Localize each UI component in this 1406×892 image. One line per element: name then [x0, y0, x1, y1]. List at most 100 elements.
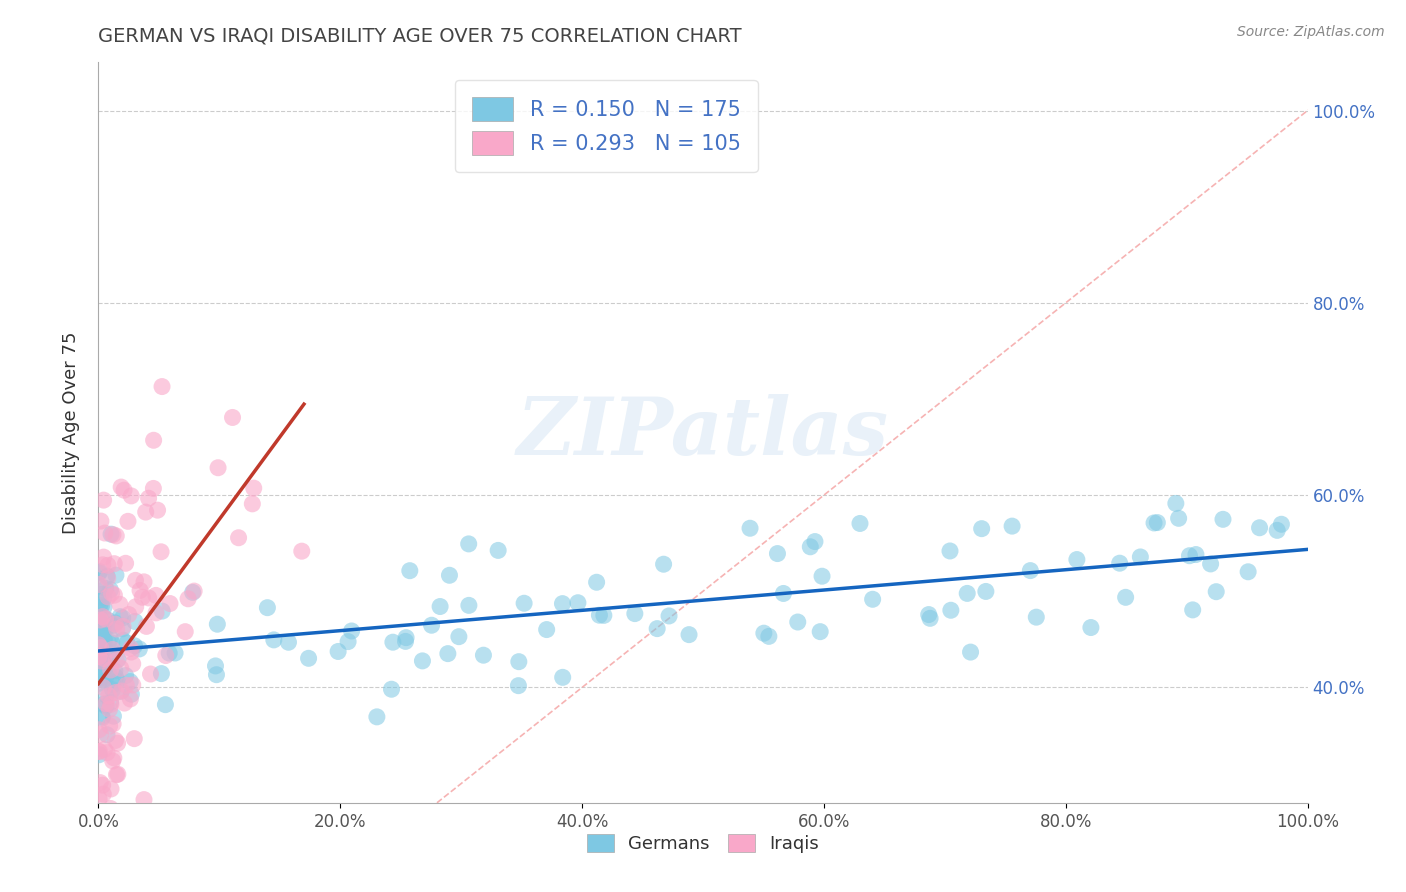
Point: [1115, 591, 1137, 605]
Point: [120, 641, 142, 656]
Point: [90, 671, 112, 685]
Point: [101, 717, 124, 731]
Point: [1205, 584, 1227, 599]
Point: [486, 543, 509, 558]
Point: [107, 736, 129, 750]
Point: [98, 650, 121, 665]
Point: [91, 615, 114, 630]
Point: [97, 665, 120, 680]
Point: [457, 537, 479, 551]
Point: [100, 695, 122, 709]
Point: [97, 590, 120, 604]
Point: [104, 733, 127, 747]
Point: [394, 634, 416, 648]
Point: [1066, 552, 1088, 566]
Point: [1108, 556, 1130, 570]
Point: [89, 648, 111, 663]
Point: [772, 586, 794, 600]
Point: [120, 489, 142, 503]
Point: [91, 558, 114, 572]
Point: [89, 630, 111, 644]
Point: [98, 632, 121, 646]
Point: [150, 379, 173, 393]
Point: [645, 622, 668, 636]
Point: [90, 640, 112, 655]
Point: [93, 622, 115, 636]
Point: [111, 849, 134, 863]
Point: [87, 792, 110, 806]
Point: [291, 544, 314, 558]
Point: [1019, 564, 1042, 578]
Point: [508, 655, 530, 669]
Point: [108, 597, 131, 611]
Point: [91, 609, 114, 624]
Point: [132, 792, 155, 806]
Point: [100, 698, 122, 712]
Point: [124, 574, 146, 588]
Point: [205, 667, 228, 681]
Point: [94, 582, 117, 596]
Point: [100, 636, 122, 650]
Point: [411, 654, 433, 668]
Point: [150, 666, 173, 681]
Point: [104, 664, 127, 678]
Point: [94, 644, 117, 658]
Point: [94, 659, 117, 673]
Point: [107, 652, 129, 666]
Point: [139, 667, 162, 681]
Point: [96, 746, 118, 760]
Point: [100, 801, 122, 815]
Point: [105, 622, 128, 636]
Point: [87, 843, 110, 857]
Point: [87, 676, 110, 690]
Point: [1212, 512, 1234, 526]
Point: [157, 646, 180, 660]
Point: [1025, 610, 1047, 624]
Text: GERMAN VS IRAQI DISABILITY AGE OVER 75 CORRELATION CHART: GERMAN VS IRAQI DISABILITY AGE OVER 75 C…: [98, 27, 742, 45]
Point: [112, 696, 135, 710]
Point: [87, 638, 110, 652]
Point: [766, 547, 789, 561]
Point: [104, 568, 127, 582]
Point: [457, 599, 479, 613]
Point: [112, 633, 135, 648]
Point: [93, 651, 115, 665]
Point: [337, 634, 360, 648]
Point: [93, 493, 115, 508]
Point: [103, 709, 125, 723]
Point: [87, 608, 110, 623]
Point: [221, 410, 243, 425]
Point: [90, 514, 112, 528]
Point: [101, 527, 124, 541]
Point: [129, 583, 152, 598]
Point: [101, 645, 124, 659]
Point: [1164, 496, 1187, 510]
Point: [592, 608, 614, 623]
Point: [297, 651, 319, 665]
Point: [585, 575, 607, 590]
Point: [115, 636, 138, 650]
Point: [100, 663, 122, 677]
Point: [107, 767, 129, 781]
Point: [87, 624, 110, 638]
Point: [94, 622, 117, 636]
Point: [1185, 548, 1208, 562]
Point: [437, 647, 460, 661]
Point: [103, 751, 125, 765]
Point: [658, 609, 681, 624]
Point: [105, 529, 128, 543]
Point: [110, 661, 132, 675]
Point: [89, 647, 111, 661]
Point: [145, 588, 167, 602]
Point: [91, 778, 114, 792]
Point: [91, 709, 114, 723]
Point: [240, 497, 263, 511]
Point: [624, 607, 647, 621]
Point: [1249, 521, 1271, 535]
Point: [89, 775, 111, 789]
Point: [112, 619, 135, 633]
Point: [104, 615, 127, 630]
Point: [121, 657, 143, 671]
Point: [970, 522, 993, 536]
Point: [89, 565, 111, 579]
